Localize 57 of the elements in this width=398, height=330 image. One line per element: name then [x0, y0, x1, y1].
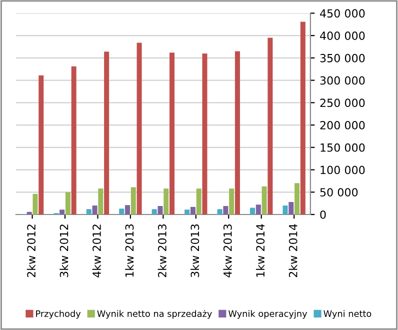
bar — [196, 188, 202, 214]
bar — [119, 208, 124, 214]
x-tick-label: 3kw 2012 — [60, 224, 68, 278]
x-tick-label: 2kw 2014 — [288, 224, 298, 278]
y-tick-label: 100 000 — [320, 166, 365, 174]
bar — [26, 212, 32, 214]
bar — [65, 192, 70, 214]
bar — [71, 66, 76, 214]
bar — [170, 52, 175, 214]
bar — [202, 53, 208, 214]
bar — [32, 194, 38, 214]
bar — [234, 51, 240, 214]
bar — [262, 186, 267, 214]
bar — [60, 210, 65, 214]
bar — [164, 188, 169, 214]
x-tick-label: 4kw 2013 — [223, 224, 232, 278]
bar — [288, 202, 294, 214]
legend-label: Wynik operacyjny — [228, 310, 308, 319]
y-tick-label: 350 000 — [320, 54, 365, 62]
bar — [136, 42, 142, 214]
y-tick-label: 50 000 — [320, 188, 358, 197]
y-tick-label: 0 — [320, 210, 326, 219]
bar — [300, 22, 306, 214]
bar — [158, 206, 163, 214]
legend-label: Przychody — [36, 310, 81, 319]
bar — [229, 188, 234, 214]
x-tick-label: 2kw 2013 — [158, 224, 166, 278]
y-tick-label: 450 000 — [320, 9, 365, 18]
y-tick-label: 200 000 — [320, 121, 365, 130]
bar — [125, 205, 130, 214]
bar — [223, 206, 228, 214]
bar — [217, 209, 222, 214]
y-tick-label: 400 000 — [320, 32, 365, 40]
x-tick-label: 1kw 2014 — [256, 224, 265, 277]
bar — [294, 183, 300, 214]
y-tick-label: 150 000 — [320, 143, 365, 152]
bar — [38, 75, 44, 214]
bar — [256, 204, 261, 214]
bar — [86, 209, 92, 214]
bar — [190, 206, 196, 214]
legend-label: Wynik netto na sprzedaży — [97, 310, 212, 319]
bar — [92, 206, 98, 214]
bar — [98, 188, 104, 214]
legend-label: Wyni netto — [324, 310, 372, 319]
y-tick-label: 300 000 — [320, 76, 365, 85]
bar — [282, 206, 288, 214]
bar — [130, 187, 136, 214]
y-tick-label: 250 000 — [320, 98, 365, 108]
bar — [268, 38, 273, 214]
x-tick-label: 1kw 2013 — [125, 224, 134, 277]
x-tick-label: 3kw 2013 — [190, 224, 200, 278]
x-tick-label: 4kw 2012 — [92, 224, 101, 278]
bar — [250, 208, 256, 214]
bar — [152, 209, 157, 214]
x-tick-label: 2kw 2012 — [26, 224, 36, 278]
bar — [104, 52, 110, 214]
bar — [184, 210, 190, 214]
